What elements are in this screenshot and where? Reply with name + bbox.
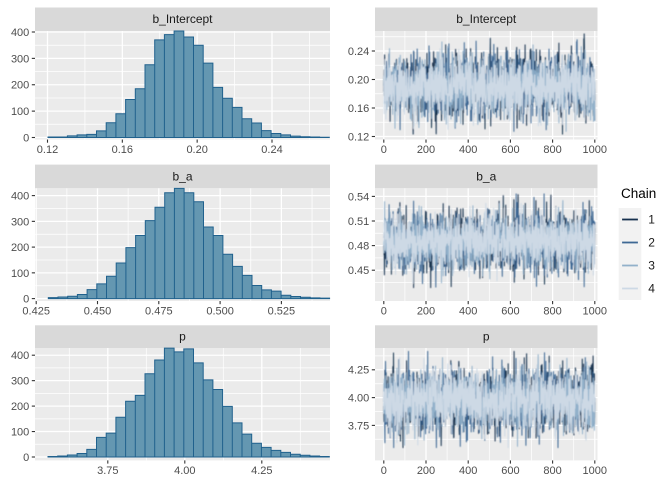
svg-text:800: 800 bbox=[543, 306, 561, 318]
svg-text:1000: 1000 bbox=[583, 144, 607, 156]
svg-text:0.20: 0.20 bbox=[186, 144, 207, 156]
svg-text:3.75: 3.75 bbox=[97, 465, 118, 477]
svg-text:300: 300 bbox=[11, 216, 29, 228]
svg-text:400: 400 bbox=[11, 191, 29, 203]
svg-text:400: 400 bbox=[459, 465, 477, 477]
svg-text:400: 400 bbox=[459, 144, 477, 156]
svg-text:300: 300 bbox=[11, 53, 29, 65]
svg-text:0: 0 bbox=[23, 294, 29, 306]
svg-text:200: 200 bbox=[11, 401, 29, 413]
svg-text:0: 0 bbox=[23, 452, 29, 464]
svg-text:200: 200 bbox=[417, 144, 435, 156]
svg-text:0.425: 0.425 bbox=[22, 306, 50, 318]
svg-text:0.51: 0.51 bbox=[348, 216, 369, 228]
svg-text:600: 600 bbox=[501, 144, 519, 156]
svg-text:0.48: 0.48 bbox=[348, 241, 369, 253]
svg-text:600: 600 bbox=[501, 465, 519, 477]
svg-text:0.16: 0.16 bbox=[112, 144, 133, 156]
svg-text:200: 200 bbox=[417, 465, 435, 477]
svg-text:p: p bbox=[483, 329, 490, 343]
svg-text:0.500: 0.500 bbox=[206, 306, 234, 318]
svg-text:Chain: Chain bbox=[621, 186, 656, 201]
svg-text:3: 3 bbox=[648, 259, 655, 273]
svg-text:800: 800 bbox=[543, 465, 561, 477]
svg-text:b_a: b_a bbox=[172, 169, 192, 183]
svg-text:0.12: 0.12 bbox=[37, 144, 58, 156]
svg-text:100: 100 bbox=[11, 268, 29, 280]
svg-text:0: 0 bbox=[381, 306, 387, 318]
svg-text:0.475: 0.475 bbox=[145, 306, 173, 318]
svg-text:600: 600 bbox=[501, 306, 519, 318]
svg-text:1: 1 bbox=[648, 213, 655, 227]
svg-text:4.25: 4.25 bbox=[251, 465, 272, 477]
svg-text:0.24: 0.24 bbox=[348, 46, 369, 58]
svg-text:200: 200 bbox=[11, 80, 29, 92]
svg-text:400: 400 bbox=[11, 27, 29, 39]
svg-text:0.525: 0.525 bbox=[268, 306, 296, 318]
svg-text:0.54: 0.54 bbox=[348, 191, 369, 203]
svg-text:200: 200 bbox=[11, 242, 29, 254]
svg-text:1000: 1000 bbox=[583, 465, 607, 477]
svg-text:0.45: 0.45 bbox=[348, 265, 369, 277]
svg-text:0: 0 bbox=[23, 132, 29, 144]
svg-text:0: 0 bbox=[381, 144, 387, 156]
svg-text:4.00: 4.00 bbox=[348, 393, 369, 405]
svg-text:0.16: 0.16 bbox=[348, 103, 369, 115]
svg-text:0.24: 0.24 bbox=[261, 144, 282, 156]
svg-text:0.20: 0.20 bbox=[348, 74, 369, 86]
svg-text:400: 400 bbox=[459, 306, 477, 318]
svg-text:0.450: 0.450 bbox=[84, 306, 112, 318]
svg-text:b_Intercept: b_Intercept bbox=[456, 12, 517, 26]
svg-text:200: 200 bbox=[417, 306, 435, 318]
svg-text:0.12: 0.12 bbox=[348, 131, 369, 143]
svg-text:4.00: 4.00 bbox=[174, 465, 195, 477]
svg-text:b_Intercept: b_Intercept bbox=[152, 12, 213, 26]
svg-text:100: 100 bbox=[11, 426, 29, 438]
svg-text:3.75: 3.75 bbox=[348, 420, 369, 432]
svg-text:2: 2 bbox=[648, 236, 655, 250]
svg-text:0: 0 bbox=[381, 465, 387, 477]
svg-text:400: 400 bbox=[11, 350, 29, 362]
svg-text:1000: 1000 bbox=[583, 306, 607, 318]
svg-text:4.25: 4.25 bbox=[348, 365, 369, 377]
svg-text:100: 100 bbox=[11, 106, 29, 118]
svg-text:p: p bbox=[179, 329, 186, 343]
svg-text:800: 800 bbox=[543, 144, 561, 156]
svg-text:b_a: b_a bbox=[476, 169, 496, 183]
svg-text:300: 300 bbox=[11, 376, 29, 388]
svg-text:4: 4 bbox=[648, 282, 655, 296]
